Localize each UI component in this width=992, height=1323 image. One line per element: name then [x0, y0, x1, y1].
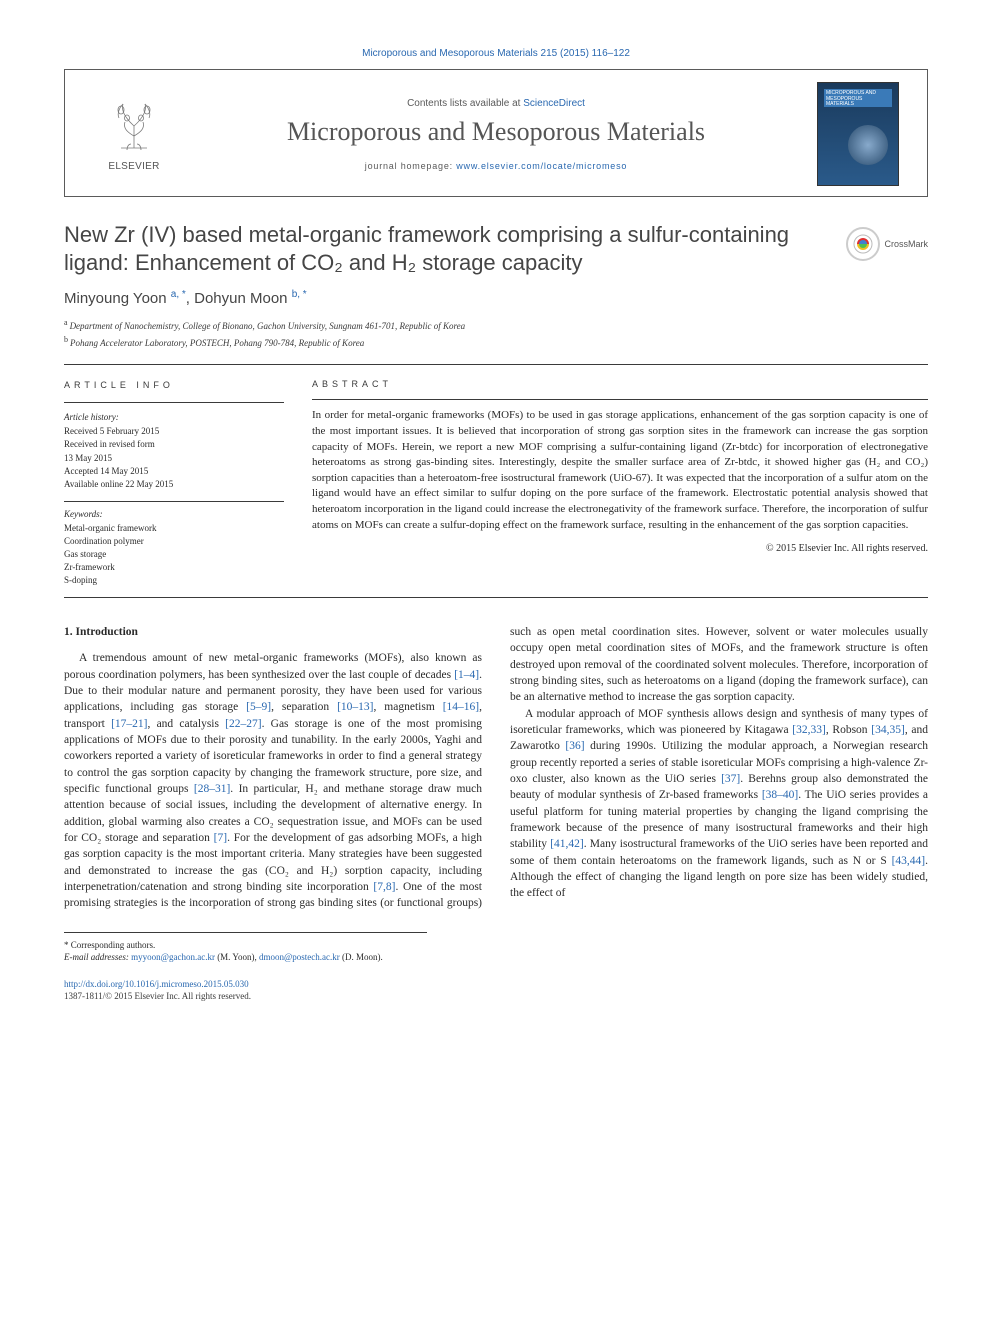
citation-ref[interactable]: [36] — [565, 740, 584, 752]
citation-ref[interactable]: [10–13] — [337, 701, 373, 713]
doi-link[interactable]: http://dx.doi.org/10.1016/j.micromeso.20… — [64, 979, 249, 989]
crossmark-widget[interactable]: CrossMark — [846, 227, 928, 261]
citation-ref[interactable]: [41,42] — [550, 838, 584, 850]
author-email-link[interactable]: dmoon@postech.ac.kr — [259, 952, 340, 962]
keyword: Gas storage — [64, 548, 284, 561]
abstract-block: ABSTRACT In order for metal-organic fram… — [312, 379, 928, 587]
contents-line: Contents lists available at ScienceDirec… — [189, 98, 803, 109]
affiliation-row: bPohang Accelerator Laboratory, POSTECH,… — [64, 334, 928, 351]
corresponding-note: * Corresponding authors. — [64, 939, 427, 952]
citation-ref[interactable]: [38–40] — [762, 789, 798, 801]
elsevier-logo — [104, 97, 164, 157]
article-info-block: ARTICLE INFO Article history: Received 5… — [64, 379, 284, 587]
article-title: New Zr (IV) based metal-organic framewor… — [64, 221, 828, 277]
history-line: Received 5 February 2015 — [64, 425, 284, 438]
issn-copyright: 1387-1811/© 2015 Elsevier Inc. All right… — [64, 990, 928, 1003]
keywords-heading: Keywords: — [64, 508, 284, 521]
citation-ref[interactable]: [7,8] — [373, 881, 395, 893]
body-columns: 1. Introduction A tremendous amount of n… — [64, 624, 928, 912]
history-line: 13 May 2015 — [64, 452, 284, 465]
abstract-label: ABSTRACT — [312, 379, 928, 389]
homepage-link[interactable]: www.elsevier.com/locate/micromeso — [456, 161, 627, 171]
homepage-prefix: journal homepage: — [365, 161, 456, 171]
homepage-line: journal homepage: www.elsevier.com/locat… — [189, 161, 803, 171]
history-heading: Article history: — [64, 411, 284, 424]
citation-ref[interactable]: [28–31] — [194, 783, 230, 795]
citation-ref[interactable]: [34,35] — [871, 724, 905, 736]
affiliations: aDepartment of Nanochemistry, College of… — [64, 317, 928, 350]
journal-masthead: ELSEVIER Contents lists available at Sci… — [64, 69, 928, 197]
citation-ref[interactable]: [43,44] — [892, 855, 926, 867]
citation-ref[interactable]: [7] — [214, 832, 227, 844]
abstract-text: In order for metal-organic frameworks (M… — [312, 400, 928, 533]
article-info-label: ARTICLE INFO — [64, 379, 284, 392]
crossmark-icon — [846, 227, 880, 261]
abstract-copyright: © 2015 Elsevier Inc. All rights reserved… — [312, 543, 928, 554]
history-line: Received in revised form — [64, 438, 284, 451]
sciencedirect-link[interactable]: ScienceDirect — [523, 98, 585, 109]
journal-cover-thumbnail: MICROPOROUS AND MESOPOROUS MATERIALS — [817, 82, 899, 186]
citation-ref[interactable]: [17–21] — [111, 718, 147, 730]
keyword: Zr-framework — [64, 561, 284, 574]
citation-ref[interactable]: [32,33] — [792, 724, 826, 736]
authors: Minyoung Yoon a, *, Dohyun Moon b, * — [64, 289, 928, 307]
author-email-link[interactable]: myyoon@gachon.ac.kr — [131, 952, 215, 962]
citation-ref[interactable]: [1–4] — [454, 669, 479, 681]
history-line: Available online 22 May 2015 — [64, 478, 284, 491]
body-paragraph: A modular approach of MOF synthesis allo… — [510, 706, 928, 902]
footer-block: http://dx.doi.org/10.1016/j.micromeso.20… — [64, 978, 928, 1003]
keyword: Coordination polymer — [64, 535, 284, 548]
divider — [64, 597, 928, 598]
section-heading: 1. Introduction — [64, 624, 482, 640]
footnotes: * Corresponding authors. E-mail addresse… — [64, 932, 427, 964]
keyword: Metal-organic framework — [64, 522, 284, 535]
publisher-name: ELSEVIER — [108, 161, 159, 172]
journal-name: Microporous and Mesoporous Materials — [189, 117, 803, 147]
citation-ref[interactable]: [37] — [721, 773, 740, 785]
citation-ref[interactable]: [22–27] — [225, 718, 261, 730]
header-citation: Microporous and Mesoporous Materials 215… — [64, 48, 928, 59]
citation-ref[interactable]: [14–16] — [443, 701, 479, 713]
keyword: S-doping — [64, 574, 284, 587]
citation-ref[interactable]: [5–9] — [246, 701, 271, 713]
email-line: E-mail addresses: myyoon@gachon.ac.kr (M… — [64, 951, 427, 964]
contents-prefix: Contents lists available at — [407, 98, 523, 109]
history-line: Accepted 14 May 2015 — [64, 465, 284, 478]
crossmark-label: CrossMark — [884, 239, 928, 249]
cover-title: MICROPOROUS AND MESOPOROUS MATERIALS — [826, 91, 890, 108]
affiliation-row: aDepartment of Nanochemistry, College of… — [64, 317, 928, 334]
